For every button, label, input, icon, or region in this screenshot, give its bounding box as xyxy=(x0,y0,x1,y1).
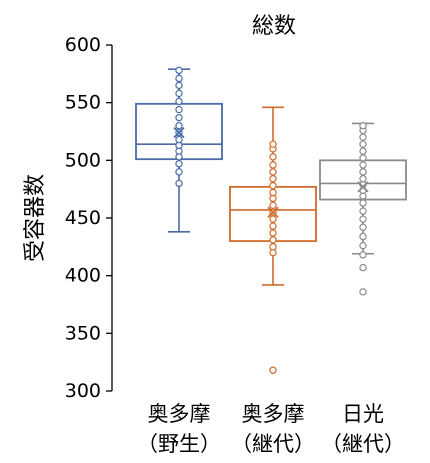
x-category-label: 奥多摩 xyxy=(148,402,211,426)
data-point xyxy=(175,66,183,75)
data-point xyxy=(359,223,367,231)
data-point xyxy=(359,140,367,148)
x-category-labels: 奥多摩 （野生） 奥多摩 （継代） 日光 （継代） xyxy=(137,402,405,456)
data-point xyxy=(269,236,277,244)
data-point xyxy=(175,113,183,122)
data-point xyxy=(269,188,277,197)
box-series-1 xyxy=(135,66,223,233)
data-point xyxy=(359,161,367,169)
data-point xyxy=(175,105,183,114)
data-point xyxy=(359,288,367,296)
data-point xyxy=(175,74,183,83)
data-point xyxy=(359,175,367,183)
x-category-sublabel: （野生） xyxy=(137,432,221,456)
data-point xyxy=(175,179,183,188)
data-point xyxy=(269,366,277,374)
data-point xyxy=(269,140,277,148)
data-point xyxy=(269,182,277,190)
x-category-label: 奥多摩 xyxy=(242,402,305,426)
data-point xyxy=(175,89,183,98)
y-ticks: 300 350 400 450 500 550 600 xyxy=(65,34,112,402)
data-point xyxy=(269,215,277,223)
x-category-sublabel: （継代） xyxy=(231,432,315,456)
data-point xyxy=(269,201,277,210)
data-point xyxy=(359,232,367,241)
box-series-3 xyxy=(319,122,407,296)
y-tick-label: 300 xyxy=(65,380,101,402)
mean-marker xyxy=(357,181,369,193)
data-point xyxy=(359,199,367,207)
data-point xyxy=(175,135,183,144)
x-category-label: 日光 xyxy=(342,402,384,426)
data-point xyxy=(175,97,183,106)
data-point xyxy=(359,251,367,259)
chart-title: 総数 xyxy=(252,14,296,39)
y-tick-label: 600 xyxy=(65,34,101,56)
y-axis-label: 受容器数 xyxy=(23,174,48,262)
data-point xyxy=(359,122,367,130)
y-tick-label: 500 xyxy=(65,149,101,171)
data-point xyxy=(359,207,367,215)
data-point xyxy=(269,153,277,161)
data-point xyxy=(269,222,277,230)
data-point xyxy=(269,175,277,183)
data-point xyxy=(359,263,367,272)
data-point xyxy=(359,168,367,176)
data-point xyxy=(359,154,367,162)
data-point xyxy=(175,122,183,130)
data-point xyxy=(175,81,183,90)
data-point xyxy=(359,215,367,223)
y-tick-label: 350 xyxy=(65,322,101,344)
y-tick-label: 400 xyxy=(65,265,101,287)
y-tick-label: 450 xyxy=(65,207,101,229)
box-series-2 xyxy=(229,106,317,374)
data-point xyxy=(269,243,277,251)
data-point xyxy=(269,168,277,176)
mean-marker xyxy=(173,127,185,139)
data-point xyxy=(175,168,183,176)
y-tick-label: 550 xyxy=(65,92,101,114)
boxes xyxy=(135,66,407,374)
data-point xyxy=(359,241,367,250)
x-category-sublabel: （継代） xyxy=(321,432,405,456)
data-point xyxy=(175,160,183,168)
mean-marker xyxy=(267,206,279,218)
data-point xyxy=(269,161,277,169)
data-point xyxy=(359,147,367,155)
data-point xyxy=(269,229,277,237)
data-point xyxy=(359,133,367,141)
